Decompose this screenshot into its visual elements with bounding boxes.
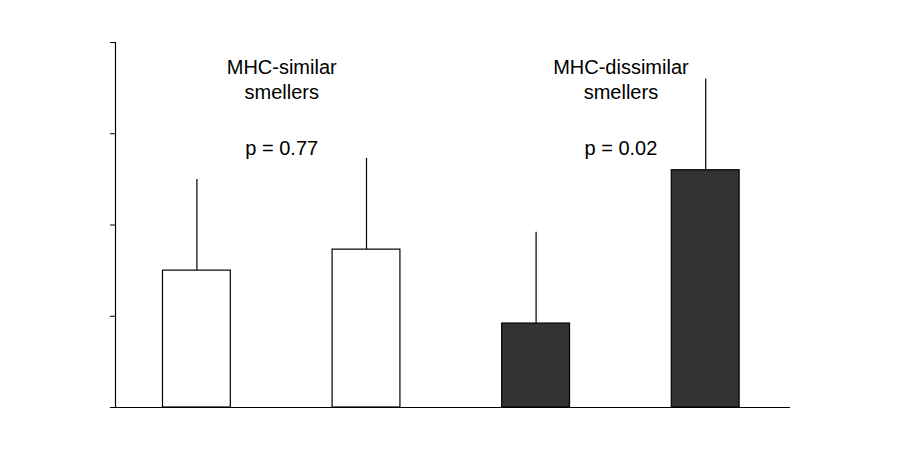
svg-text:MHC-dissimilarsmellers: MHC-dissimilarsmellers xyxy=(553,56,689,103)
svg-text:MHC-similarsmellers: MHC-similarsmellers xyxy=(227,56,337,103)
svg-text:p = 0.02: p = 0.02 xyxy=(584,137,657,159)
svg-text:p = 0.77: p = 0.77 xyxy=(245,137,318,159)
